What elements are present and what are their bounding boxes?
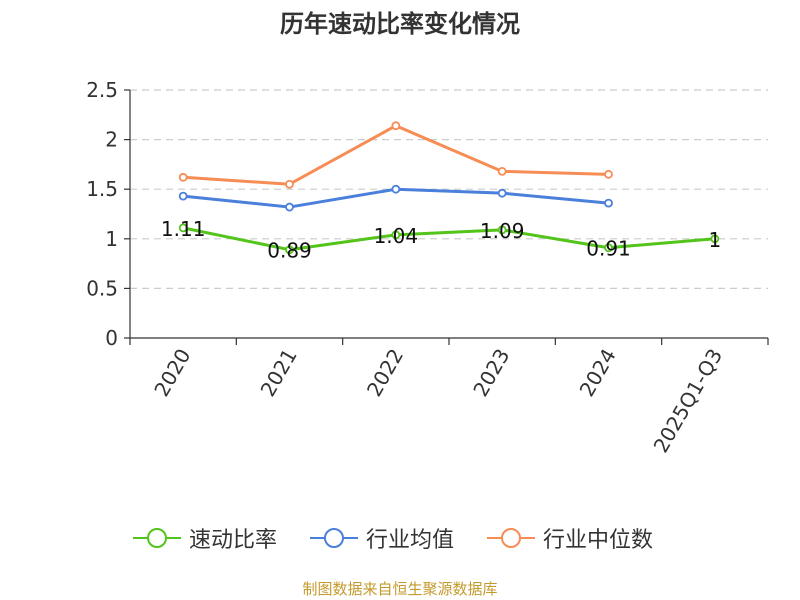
x-tick-label: 2023 [468, 344, 514, 400]
legend-item-industry-median[interactable]: 行业中位数 [487, 518, 653, 558]
data-point-industry-median[interactable] [178, 172, 188, 182]
y-tick-label: 1.5 [86, 177, 118, 201]
series-lines [178, 121, 720, 255]
y-tick-label: 0 [105, 326, 118, 350]
x-tick-label: 2020 [149, 345, 195, 401]
chart-title: 历年速动比率变化情况 [280, 10, 520, 38]
grid-lines [130, 89, 768, 289]
data-point-industry-median[interactable] [285, 179, 294, 189]
series-line-industry-median [183, 124, 609, 186]
legend: 速动比率 行业均值 行业中位数 [0, 518, 800, 558]
data-point-industry-median[interactable] [497, 166, 507, 176]
y-tick-label: 2 [105, 128, 118, 152]
legend-label-speed-ratio: 速动比率 [189, 528, 278, 553]
data-point-speed-ratio[interactable] [497, 225, 507, 235]
data-point-industry-mean[interactable] [497, 188, 507, 198]
data-point-speed-ratio[interactable] [178, 223, 188, 233]
data-point-speed-ratio[interactable] [285, 245, 294, 255]
legend-item-industry-mean[interactable]: 行业均值 [310, 518, 454, 558]
data-point-speed-ratio[interactable] [604, 243, 613, 253]
legend-item-speed-ratio[interactable]: 速动比率 [133, 518, 277, 558]
series-line-speed-ratio [182, 226, 715, 252]
legend-marker-industry-mean [310, 528, 358, 548]
x-tick-label: 2024 [575, 345, 621, 401]
y-tick-label: 0.5 [86, 276, 118, 300]
data-label: 1 [708, 228, 721, 252]
data-point-industry-mean[interactable] [391, 184, 401, 194]
data-label: 0.91 [586, 237, 631, 261]
data-label: 0.89 [267, 239, 312, 263]
source-note: 制图数据来自恒生聚源数据库 [302, 580, 498, 598]
y-tick-label: 2.5 [86, 78, 118, 102]
legend-marker-speed-ratio [133, 528, 181, 548]
legend-marker-industry-median [487, 528, 535, 548]
legend-label-industry-median: 行业中位数 [543, 528, 654, 553]
data-label: 1.11 [161, 217, 206, 241]
data-point-speed-ratio[interactable] [710, 234, 720, 244]
x-tick-label: 2025Q1-Q3 [648, 345, 727, 457]
data-point-industry-mean[interactable] [178, 191, 188, 201]
legend-label-industry-mean: 行业均值 [366, 528, 455, 553]
data-point-speed-ratio[interactable] [391, 230, 401, 240]
data-point-industry-median[interactable] [604, 169, 613, 179]
data-labels: 1.11 0.89 1.04 1.09 0.91 1 [161, 217, 721, 263]
y-tick-label: 1 [105, 227, 118, 251]
x-tick-label: 2022 [362, 345, 408, 401]
line-chart: 0 0.5 1 1.5 2 2.5 2020 2021 2022 2023 2024 2025Q1-Q… [86, 78, 769, 457]
axes: 0 0.5 1 1.5 2 2.5 2020 2021 2022 2023 2024 2025Q1-Q… [86, 78, 769, 457]
data-point-industry-mean[interactable] [285, 202, 294, 212]
data-point-industry-median[interactable] [391, 121, 401, 131]
data-label: 1.09 [480, 219, 525, 243]
data-point-industry-mean[interactable] [604, 198, 613, 208]
x-tick-label: 2021 [256, 345, 302, 401]
data-label: 1.04 [374, 224, 419, 248]
